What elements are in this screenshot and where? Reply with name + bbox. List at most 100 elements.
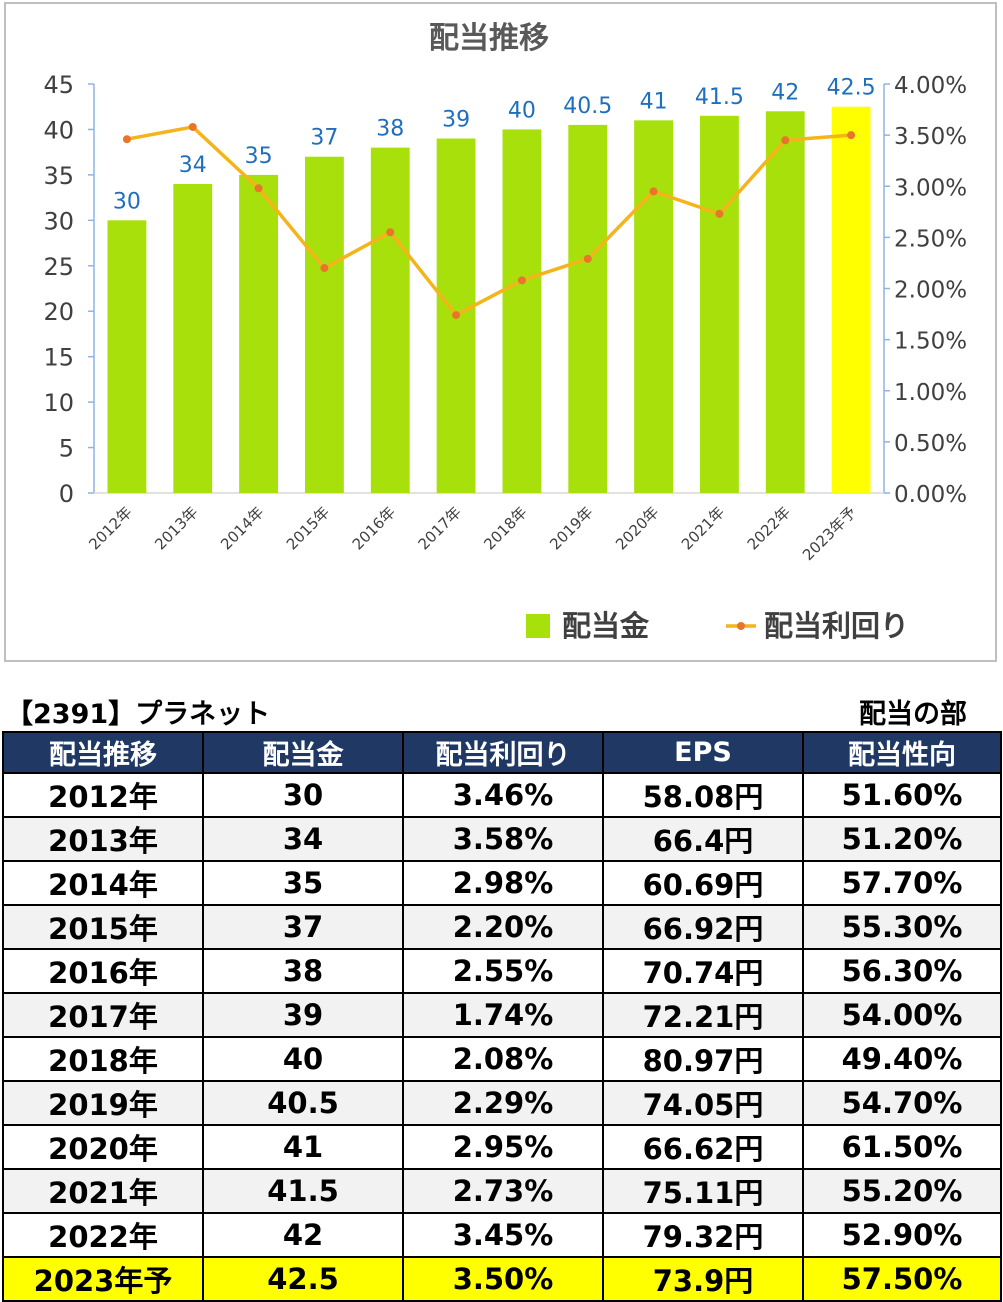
yield-point	[452, 311, 461, 320]
table-section-label: 配当の部	[859, 699, 967, 730]
cell-dividend: 38	[202, 948, 404, 994]
cell-yield: 3.45%	[402, 1212, 604, 1258]
left-tick-label: 20	[43, 298, 74, 326]
legend-swatch-dividend	[526, 614, 550, 638]
dividend-bar	[304, 156, 344, 493]
cell-dividend: 37	[202, 904, 404, 950]
left-tick-label: 30	[43, 207, 74, 235]
left-tick-label: 45	[43, 71, 74, 99]
right-tick-label: 4.00%	[894, 73, 967, 99]
x-tick-label: 2012年	[85, 503, 135, 553]
cell-dividend: 41.5	[202, 1168, 404, 1214]
table-row: 2019年 40.5 2.29% 74.05円 54.70%	[2, 1080, 1002, 1126]
cell-yield: 2.95%	[402, 1124, 604, 1170]
dividend-bar-label: 42	[771, 80, 799, 105]
left-tick-label: 40	[43, 116, 74, 144]
legend-label-dividend: 配当金	[562, 609, 650, 643]
table-row: 2022年 42 3.45% 79.32円 52.90%	[2, 1212, 1002, 1258]
dividend-bar-label: 30	[113, 189, 141, 214]
yield-point	[386, 228, 395, 237]
dividend-bar-label: 34	[179, 153, 207, 178]
cell-payout-ratio: 57.70%	[802, 860, 1002, 906]
cell-payout-ratio: 57.50%	[802, 1256, 1002, 1302]
dividend-bar	[107, 220, 147, 494]
cell-yield: 1.74%	[402, 992, 604, 1038]
cell-dividend: 40.5	[202, 1080, 404, 1126]
left-tick-label: 5	[59, 435, 74, 463]
yield-point	[583, 254, 592, 263]
table-row: 2015年 37 2.20% 66.92円 55.30%	[2, 904, 1002, 950]
dividend-bar	[370, 147, 410, 493]
table-body: 2012年 30 3.46% 58.08円 51.60% 2013年 34 3.58% 66.4…	[2, 772, 1002, 1302]
right-tick-label: 1.00%	[894, 380, 967, 406]
cell-payout-ratio: 54.00%	[802, 992, 1002, 1038]
cell-dividend: 40	[202, 1036, 404, 1082]
table-row: 2017年 39 1.74% 72.21円 54.00%	[2, 992, 1002, 1038]
cell-year: 2014年	[2, 860, 204, 906]
cell-dividend: 35	[202, 860, 404, 906]
right-tick-label: 0.50%	[894, 431, 967, 457]
table-caption: 【2391】プラネット	[6, 699, 271, 730]
yield-point	[847, 131, 856, 140]
dividend-bar-label: 39	[442, 108, 470, 133]
x-tick-label: 2016年	[349, 503, 399, 553]
cell-dividend: 41	[202, 1124, 404, 1170]
table-header-row: 配当推移 配当金 配当利回り EPS 配当性向	[2, 731, 1002, 774]
dividend-bar	[173, 183, 213, 493]
x-tick-label: 2020年	[612, 503, 662, 553]
cell-payout-ratio: 55.30%	[802, 904, 1002, 950]
legend-label-yield: 配当利回り	[764, 609, 909, 643]
yield-point	[781, 136, 790, 145]
right-tick-label: 3.50%	[894, 124, 967, 150]
dividend-bar-label: 40.5	[563, 94, 612, 119]
dividend-table: 配当推移 配当金 配当利回り EPS 配当性向 2012年 30 3.46% 58.0…	[2, 731, 1002, 1302]
x-tick-label: 2017年	[415, 503, 465, 553]
header-dividend: 配当金	[202, 731, 404, 774]
cell-yield: 2.73%	[402, 1168, 604, 1214]
cell-eps: 72.21円	[602, 992, 804, 1038]
cell-year: 2019年	[2, 1080, 204, 1126]
dividend-bar-label: 41.5	[695, 85, 744, 110]
cell-eps: 75.11円	[602, 1168, 804, 1214]
yield-point	[320, 264, 329, 273]
cell-dividend: 34	[202, 816, 404, 862]
table-row: 2012年 30 3.46% 58.08円 51.60%	[2, 772, 1002, 818]
cell-year: 2013年	[2, 816, 204, 862]
yield-point	[188, 122, 197, 131]
cell-dividend: 42.5	[202, 1256, 404, 1302]
right-tick-label: 2.00%	[894, 278, 967, 304]
table-row: 2013年 34 3.58% 66.4円 51.20%	[2, 816, 1002, 862]
yield-point	[715, 209, 724, 218]
chart-canvas: 配当推移 0 5 10 15 20 25 30 35 40 45 0.00% 0.50% 1.00% 1.5…	[43, 21, 967, 643]
cell-year: 2015年	[2, 904, 204, 950]
right-tick-label: 1.50%	[894, 329, 967, 355]
dividend-bar	[568, 124, 608, 494]
yield-point	[122, 135, 131, 144]
table-row: 2020年 41 2.95% 66.62円 61.50%	[2, 1124, 1002, 1170]
header-eps: EPS	[602, 731, 804, 774]
dividend-bar	[765, 111, 805, 494]
left-tick-label: 35	[43, 162, 74, 190]
cell-dividend: 42	[202, 1212, 404, 1258]
x-tick-label: 2018年	[480, 503, 530, 553]
left-tick-label: 0	[59, 480, 74, 508]
cell-payout-ratio: 54.70%	[802, 1080, 1002, 1126]
cell-eps: 58.08円	[602, 772, 804, 818]
cell-year: 2021年	[2, 1168, 204, 1214]
dividend-bar-label: 37	[310, 126, 338, 151]
cell-year: 2018年	[2, 1036, 204, 1082]
cell-year: 2012年	[2, 772, 204, 818]
cell-year: 2023年予	[2, 1256, 204, 1302]
dividend-bar-label: 38	[376, 117, 404, 142]
x-tick-label: 2021年	[678, 503, 728, 553]
x-tick-label: 2022年	[744, 503, 794, 553]
chart-title: 配当推移	[429, 21, 549, 56]
cell-year: 2020年	[2, 1124, 204, 1170]
right-tick-label: 3.00%	[894, 175, 967, 201]
right-tick-label: 2.50%	[894, 226, 967, 252]
dividend-bar	[239, 174, 279, 493]
dividend-bar-label: 40	[508, 98, 536, 123]
cell-payout-ratio: 55.20%	[802, 1168, 1002, 1214]
dividend-bar	[634, 120, 674, 493]
cell-dividend: 39	[202, 992, 404, 1038]
